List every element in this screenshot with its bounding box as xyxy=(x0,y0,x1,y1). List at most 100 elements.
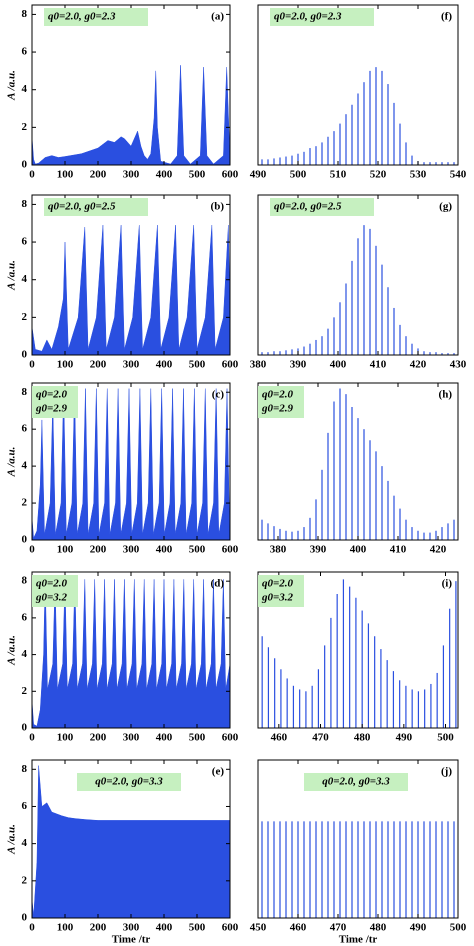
x-tick-label: 500 xyxy=(189,169,206,181)
y-tick-label: 6 xyxy=(22,236,28,248)
y-tick-label: 2 xyxy=(22,685,28,697)
y-tick-label: 4 xyxy=(22,837,28,849)
y-axis-label: A /a.u. xyxy=(6,447,18,478)
area xyxy=(31,388,230,541)
x-tick-label: 430 xyxy=(450,359,467,371)
annotation: q0=2.0, g0=3.3 xyxy=(95,776,163,788)
x-tick-label: 500 xyxy=(189,922,206,934)
x-tick-label: 480 xyxy=(370,922,387,934)
x-tick-label: 100 xyxy=(57,544,74,556)
x-tick-label: 450 xyxy=(250,922,267,934)
y-tick-label: 6 xyxy=(22,46,28,58)
x-tick-label: 490 xyxy=(410,922,427,934)
panel-label: (i) xyxy=(442,578,453,590)
y-tick-label: 0 xyxy=(22,349,28,361)
annotation-box xyxy=(304,773,408,791)
annotation-box xyxy=(258,575,304,607)
x-tick-label: 500 xyxy=(189,544,206,556)
annotation-box xyxy=(270,8,374,26)
y-axis-label: A /a.u. xyxy=(6,635,18,666)
annotation: q0=2.0 xyxy=(262,578,294,590)
x-tick-label: 540 xyxy=(450,169,467,181)
x-tick-label: 400 xyxy=(156,732,173,744)
x-tick-label: 400 xyxy=(156,359,173,371)
x-tick-label: 490 xyxy=(396,732,413,744)
frame xyxy=(257,759,459,919)
x-tick-label: 300 xyxy=(123,732,140,744)
y-tick-label: 4 xyxy=(22,460,28,472)
annotation-box xyxy=(270,198,374,216)
annotation: q0=2.0 xyxy=(36,389,68,401)
annotation-box xyxy=(77,773,181,791)
x-tick-label: 600 xyxy=(222,732,239,744)
panel-label: (b) xyxy=(211,201,225,213)
annotation: g0=2.9 xyxy=(261,403,294,415)
panel-label: (g) xyxy=(439,201,452,213)
annotation-box xyxy=(258,386,304,418)
annotation: g0=3.2 xyxy=(261,592,294,604)
x-tick-label: 400 xyxy=(156,169,173,181)
x-tick-label: 200 xyxy=(90,732,107,744)
panel-label: (e) xyxy=(212,766,225,778)
x-tick-label: 500 xyxy=(189,359,206,371)
panel-label: (d) xyxy=(211,578,225,590)
x-tick-label: 470 xyxy=(330,922,347,934)
x-tick-label: 600 xyxy=(222,922,239,934)
area xyxy=(31,225,231,356)
panel-label: (c) xyxy=(212,389,225,401)
y-tick-label: 8 xyxy=(22,198,28,210)
y-tick-label: 8 xyxy=(22,763,28,775)
annotation: g0=2.9 xyxy=(35,403,68,415)
y-axis-label: A /a.u. xyxy=(6,824,18,855)
y-tick-label: 2 xyxy=(22,121,28,133)
x-tick-label: 390 xyxy=(290,359,307,371)
x-tick-label: 380 xyxy=(250,359,267,371)
x-tick-label: 510 xyxy=(330,169,347,181)
x-tick-label: 400 xyxy=(330,359,347,371)
y-tick-label: 2 xyxy=(22,874,28,886)
x-tick-label: 600 xyxy=(222,359,239,371)
x-tick-label: 200 xyxy=(90,922,107,934)
y-tick-label: 8 xyxy=(22,8,28,20)
area xyxy=(31,577,231,729)
frame xyxy=(31,4,231,166)
frame xyxy=(257,194,459,356)
y-tick-label: 0 xyxy=(22,722,28,734)
y-tick-label: 6 xyxy=(22,423,28,435)
x-tick-label: 500 xyxy=(450,922,467,934)
x-tick-label: 100 xyxy=(57,922,74,934)
annotation: g0=3.2 xyxy=(35,592,68,604)
x-tick-label: 520 xyxy=(370,169,387,181)
x-tick-label: 500 xyxy=(290,169,307,181)
x-tick-label: 400 xyxy=(350,544,367,556)
annotation-box xyxy=(44,8,148,26)
y-tick-label: 4 xyxy=(22,273,28,285)
x-tick-label: 380 xyxy=(270,544,287,556)
y-tick-label: 6 xyxy=(22,800,28,812)
y-tick-label: 8 xyxy=(22,575,28,587)
y-tick-label: 0 xyxy=(22,534,28,546)
annotation: q0=2.0, g0=2.5 xyxy=(48,201,116,213)
area xyxy=(31,65,231,166)
panel-label: (h) xyxy=(439,389,453,401)
x-tick-label: 100 xyxy=(57,732,74,744)
x-tick-label: 420 xyxy=(410,359,427,371)
x-tick-label: 300 xyxy=(123,544,140,556)
x-tick-label: 0 xyxy=(29,922,35,934)
y-tick-label: 6 xyxy=(22,611,28,623)
x-tick-label: 600 xyxy=(222,169,239,181)
y-tick-label: 0 xyxy=(22,159,28,171)
x-tick-label: 400 xyxy=(156,922,173,934)
x-axis-label: Time /tr xyxy=(339,934,378,946)
x-tick-label: 390 xyxy=(310,544,327,556)
x-tick-label: 0 xyxy=(29,732,35,744)
annotation: q0=2.0 xyxy=(36,578,68,590)
y-tick-label: 4 xyxy=(22,648,28,660)
annotation: q0=2.0, g0=3.3 xyxy=(322,776,390,788)
annotation-box xyxy=(44,198,148,216)
x-tick-label: 470 xyxy=(312,732,329,744)
annotation-box xyxy=(32,575,78,607)
y-tick-label: 8 xyxy=(22,386,28,398)
x-tick-label: 400 xyxy=(156,544,173,556)
